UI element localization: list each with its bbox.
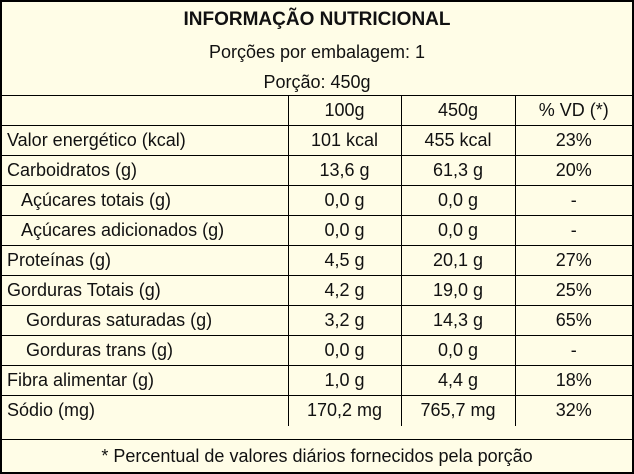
value-per-portion: 20,1 g — [400, 245, 515, 276]
header-per-portion: 450g — [400, 95, 515, 126]
daily-value-percent: 20% — [514, 155, 632, 186]
value-per-100g: 0,0 g — [287, 335, 401, 366]
nutrient-name: Gorduras trans (g) — [2, 335, 288, 366]
value-per-portion: 19,0 g — [400, 275, 515, 306]
nutrient-name: Carboidratos (g) — [2, 155, 288, 186]
table-row: Sódio (mg) 170,2 mg 765,7 mg 32% — [2, 395, 632, 426]
value-per-portion: 0,0 g — [400, 215, 515, 246]
value-per-100g: 101 kcal — [287, 125, 401, 156]
table-header-row: 100g 450g % VD (*) — [2, 95, 632, 126]
table-row: Valor energético (kcal) 101 kcal 455 kca… — [2, 125, 632, 156]
value-per-100g: 0,0 g — [287, 215, 401, 246]
value-per-100g: 170,2 mg — [287, 395, 401, 426]
daily-value-percent: 18% — [514, 365, 632, 396]
value-per-portion: 765,7 mg — [400, 395, 515, 426]
daily-value-percent: 65% — [514, 305, 632, 336]
table-row: Açúcares totais (g) 0,0 g 0,0 g - — [2, 185, 632, 216]
nutrient-name: Açúcares totais (g) — [2, 185, 288, 216]
table-row: Gorduras trans (g) 0,0 g 0,0 g - — [2, 335, 632, 366]
value-per-portion: 455 kcal — [400, 125, 515, 156]
nutrient-name: Sódio (mg) — [2, 395, 288, 426]
value-per-portion: 0,0 g — [400, 185, 515, 216]
table-row: Gorduras saturadas (g) 3,2 g 14,3 g 65% — [2, 305, 632, 336]
table-row: Gorduras Totais (g) 4,2 g 19,0 g 25% — [2, 275, 632, 306]
value-per-100g: 1,0 g — [287, 365, 401, 396]
daily-value-percent: 32% — [514, 395, 632, 426]
nutrient-name: Açúcares adicionados (g) — [2, 215, 288, 246]
table-row: Carboidratos (g) 13,6 g 61,3 g 20% — [2, 155, 632, 186]
daily-value-percent: 27% — [514, 245, 632, 276]
header-per-100g: 100g — [287, 95, 401, 126]
nutrient-name: Proteínas (g) — [2, 245, 288, 276]
table-row: Proteínas (g) 4,5 g 20,1 g 27% — [2, 245, 632, 276]
value-per-100g: 3,2 g — [287, 305, 401, 336]
nutrient-name: Fibra alimentar (g) — [2, 365, 288, 396]
daily-value-percent: 25% — [514, 275, 632, 306]
daily-value-footnote: * Percentual de valores diários fornecid… — [2, 439, 632, 472]
header-daily-value: % VD (*) — [514, 95, 632, 126]
header-nutrient-cell — [2, 95, 288, 126]
nutrient-name: Gorduras saturadas (g) — [2, 305, 288, 336]
value-per-portion: 0,0 g — [400, 335, 515, 366]
value-per-100g: 4,5 g — [287, 245, 401, 276]
value-per-portion: 14,3 g — [400, 305, 515, 336]
nutrient-name: Valor energético (kcal) — [2, 125, 288, 156]
nutrition-table: 100g 450g % VD (*) Valor energético (kca… — [2, 95, 632, 426]
daily-value-percent: - — [514, 215, 632, 246]
value-per-100g: 13,6 g — [287, 155, 401, 186]
serving-size: Porção: 450g — [263, 72, 371, 92]
label-title: INFORMAÇÃO NUTRICIONAL — [183, 9, 451, 30]
daily-value-percent: - — [514, 335, 632, 366]
value-per-portion: 61,3 g — [400, 155, 515, 186]
table-row: Açúcares adicionados (g) 0,0 g 0,0 g - — [2, 215, 632, 246]
nutrient-name: Gorduras Totais (g) — [2, 275, 288, 306]
daily-value-percent: - — [514, 185, 632, 216]
value-per-portion: 4,4 g — [400, 365, 515, 396]
servings-per-package: Porções por embalagem: 1 — [208, 42, 426, 62]
value-per-100g: 4,2 g — [287, 275, 401, 306]
value-per-100g: 0,0 g — [287, 185, 401, 216]
daily-value-percent: 23% — [514, 125, 632, 156]
table-row: Fibra alimentar (g) 1,0 g 4,4 g 18% — [2, 365, 632, 396]
